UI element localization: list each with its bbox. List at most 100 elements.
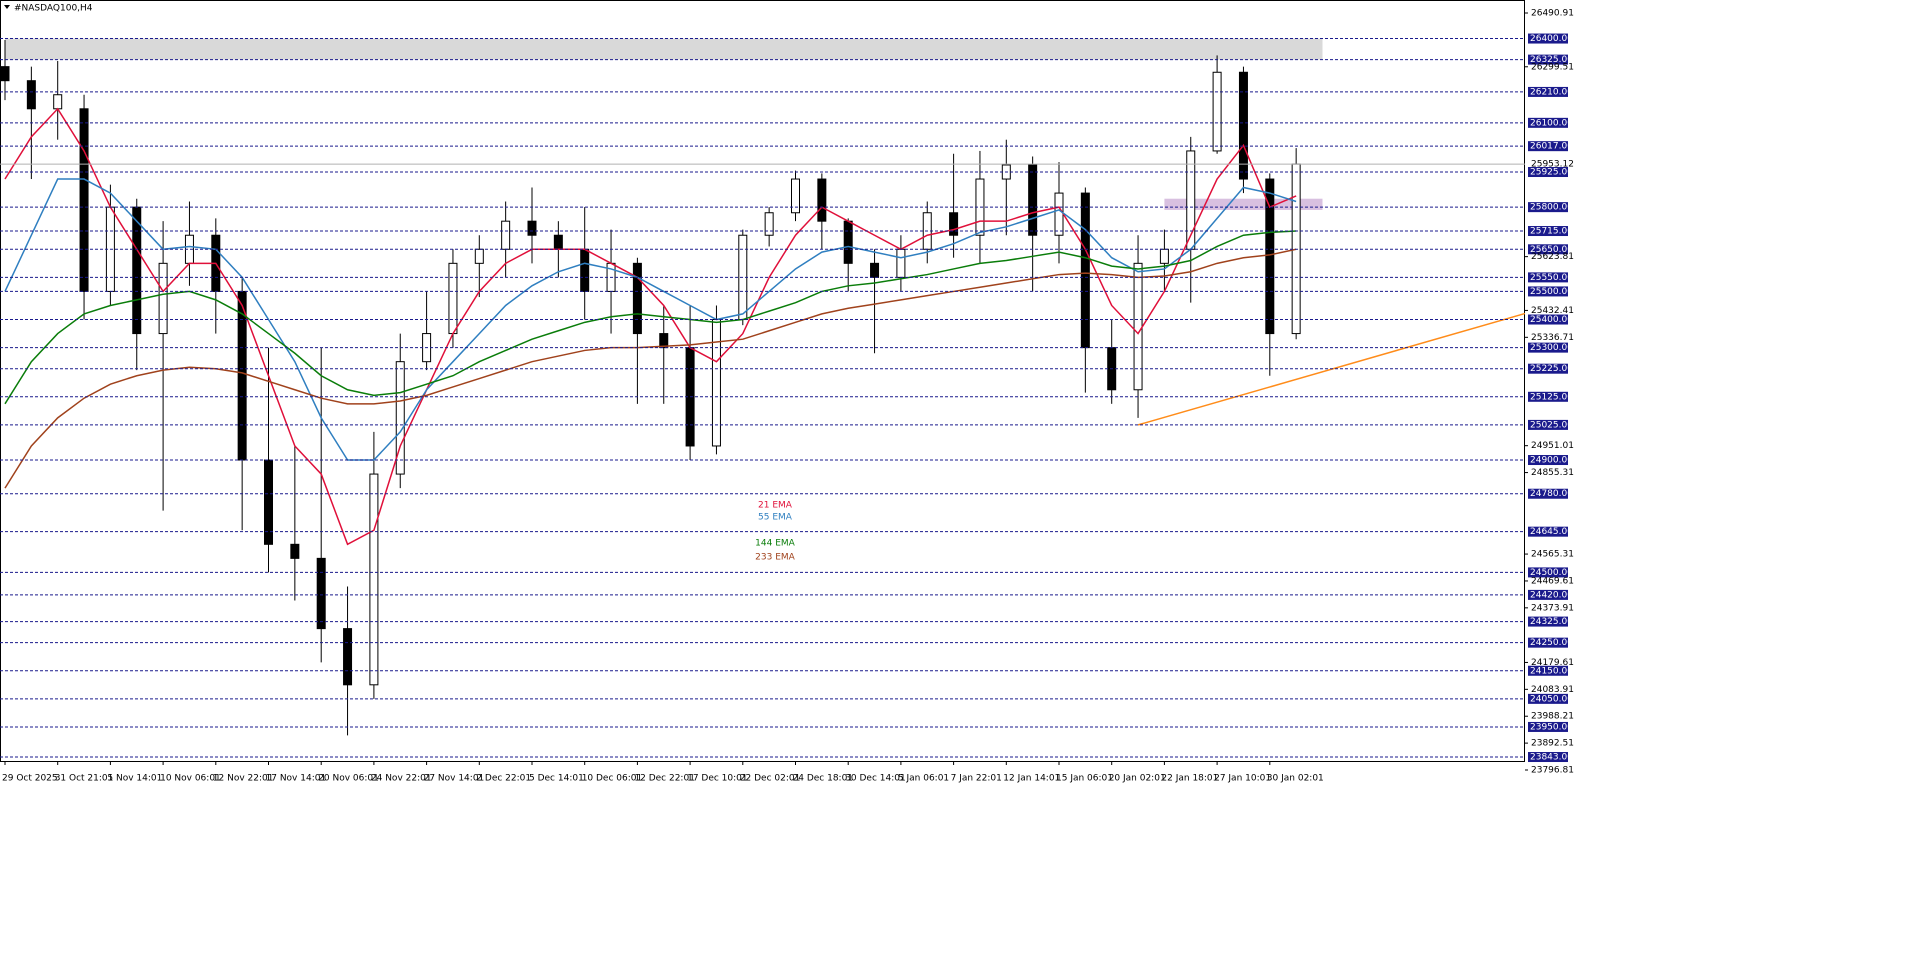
y-tick-label: 23796.81 (1531, 766, 1574, 776)
level-label-box (1528, 314, 1568, 325)
level-label: 25300.00 (1530, 343, 1573, 353)
x-tick-label: 30 Jan 02:01 (1267, 774, 1324, 784)
x-tick-label: 27 Nov 14:01 (424, 774, 485, 784)
candle-body (817, 178, 827, 222)
level-label: 25925.00 (1530, 168, 1573, 178)
level-label: 24050.00 (1530, 694, 1573, 704)
level-label-box (1528, 54, 1568, 65)
candle-body (580, 248, 590, 292)
level-label: 26210.00 (1530, 87, 1573, 97)
level-label-box (1528, 391, 1568, 402)
plot-area (0, 38, 1525, 736)
level-label: 24420.00 (1530, 590, 1573, 600)
candle-body (527, 220, 537, 236)
level-label-box (1528, 752, 1568, 763)
level-label: 25500.00 (1530, 287, 1573, 297)
x-tick-label: 5 Jan 06:01 (898, 774, 949, 784)
candle-body (474, 248, 484, 264)
level-label-box (1528, 665, 1568, 676)
level-label-box (1528, 202, 1568, 213)
candle-body (79, 108, 89, 292)
level-label-box (1528, 567, 1568, 578)
level-label: 25800.00 (1530, 203, 1573, 213)
level-label: 25125.00 (1530, 392, 1573, 402)
plot-frame (0, 0, 1525, 762)
level-label-box (1528, 637, 1568, 648)
y-tick-label: 26299.51 (1531, 62, 1574, 72)
level-label: 25400.00 (1530, 315, 1573, 325)
level-label-box (1528, 33, 1568, 44)
y-tick-label: 24179.61 (1531, 658, 1574, 668)
y-tick-label: 24565.31 (1531, 550, 1574, 560)
candle-body (343, 628, 353, 686)
legend-label: 21 EMA (758, 501, 793, 511)
legend-label: 55 EMA (758, 513, 793, 523)
x-tick-label: 10 Nov 06:01 (160, 774, 221, 784)
candle-body (896, 248, 906, 278)
x-tick-label: 22 Jan 18:01 (1161, 774, 1218, 784)
candle-body (264, 459, 273, 545)
candle-body (843, 220, 853, 264)
candle-body (501, 220, 511, 250)
level-label: 23950.00 (1530, 722, 1573, 732)
level-label-box (1528, 244, 1568, 255)
candle-body (870, 262, 880, 278)
level-label-box (1528, 526, 1568, 537)
x-tick-label: 5 Nov 14:01 (107, 774, 162, 784)
candle-body (316, 557, 326, 630)
ema-line (4, 248, 1297, 489)
last-price-label: 25953.12 (1531, 160, 1574, 170)
candle-body (1028, 164, 1038, 236)
zone (1164, 198, 1323, 210)
level-label-box (1528, 226, 1568, 237)
legend-label: 233 EMA (755, 553, 795, 563)
level-label: 24500.00 (1530, 568, 1573, 578)
candle-body (1265, 178, 1275, 335)
x-tick-label: 27 Jan 10:01 (1214, 774, 1271, 784)
candle-body (949, 212, 959, 236)
x-tick-label: 10 Dec 06:01 (582, 774, 643, 784)
x-tick-label: 30 Dec 14:01 (845, 774, 906, 784)
level-label: 24645.00 (1530, 527, 1573, 537)
level-label-box (1528, 455, 1568, 466)
level-label: 25715.00 (1530, 227, 1573, 237)
candle-body (1133, 262, 1143, 391)
y-tick-label: 24951.01 (1531, 441, 1574, 451)
level-label: 25025.00 (1530, 420, 1573, 430)
candle-body (553, 234, 563, 250)
candle-body (369, 473, 379, 686)
y-tick-label: 24373.91 (1531, 603, 1574, 613)
candle-body (659, 333, 669, 349)
level-label-box (1528, 419, 1568, 430)
candle-body (632, 262, 642, 335)
level-label-box (1528, 86, 1568, 97)
candle-body (1080, 192, 1090, 349)
x-tick-label: 22 Dec 02:01 (740, 774, 801, 784)
chart-title: #NASDAQ100,H4 (14, 4, 93, 14)
level-label: 26325.00 (1530, 55, 1573, 65)
candle-body (158, 262, 168, 335)
candle-body (26, 80, 36, 110)
y-tick-label: 24855.31 (1531, 468, 1574, 478)
y-tick-label: 23988.21 (1531, 712, 1574, 722)
y-tick-label: 26490.91 (1531, 9, 1574, 19)
ema-line (4, 230, 1297, 405)
level-label-box (1528, 488, 1568, 499)
candle-body (132, 206, 142, 335)
ema-line (4, 107, 1297, 546)
level-label: 23843.00 (1530, 753, 1573, 763)
candle-body (290, 543, 300, 559)
level-label-box (1528, 363, 1568, 374)
trendline (1137, 312, 1525, 426)
menu-arrow[interactable] (4, 5, 10, 9)
level-label: 25225.00 (1530, 364, 1573, 374)
level-label-box (1528, 589, 1568, 600)
level-label: 26100.00 (1530, 118, 1573, 128)
candle-body (791, 178, 800, 214)
x-tick-label: 24 Nov 22:01 (371, 774, 432, 784)
zone (5, 38, 1323, 60)
level-label-box (1528, 141, 1568, 152)
candle-body (448, 262, 458, 335)
x-tick-label: 24 Dec 18:01 (793, 774, 854, 784)
level-label: 24780.00 (1530, 489, 1573, 499)
